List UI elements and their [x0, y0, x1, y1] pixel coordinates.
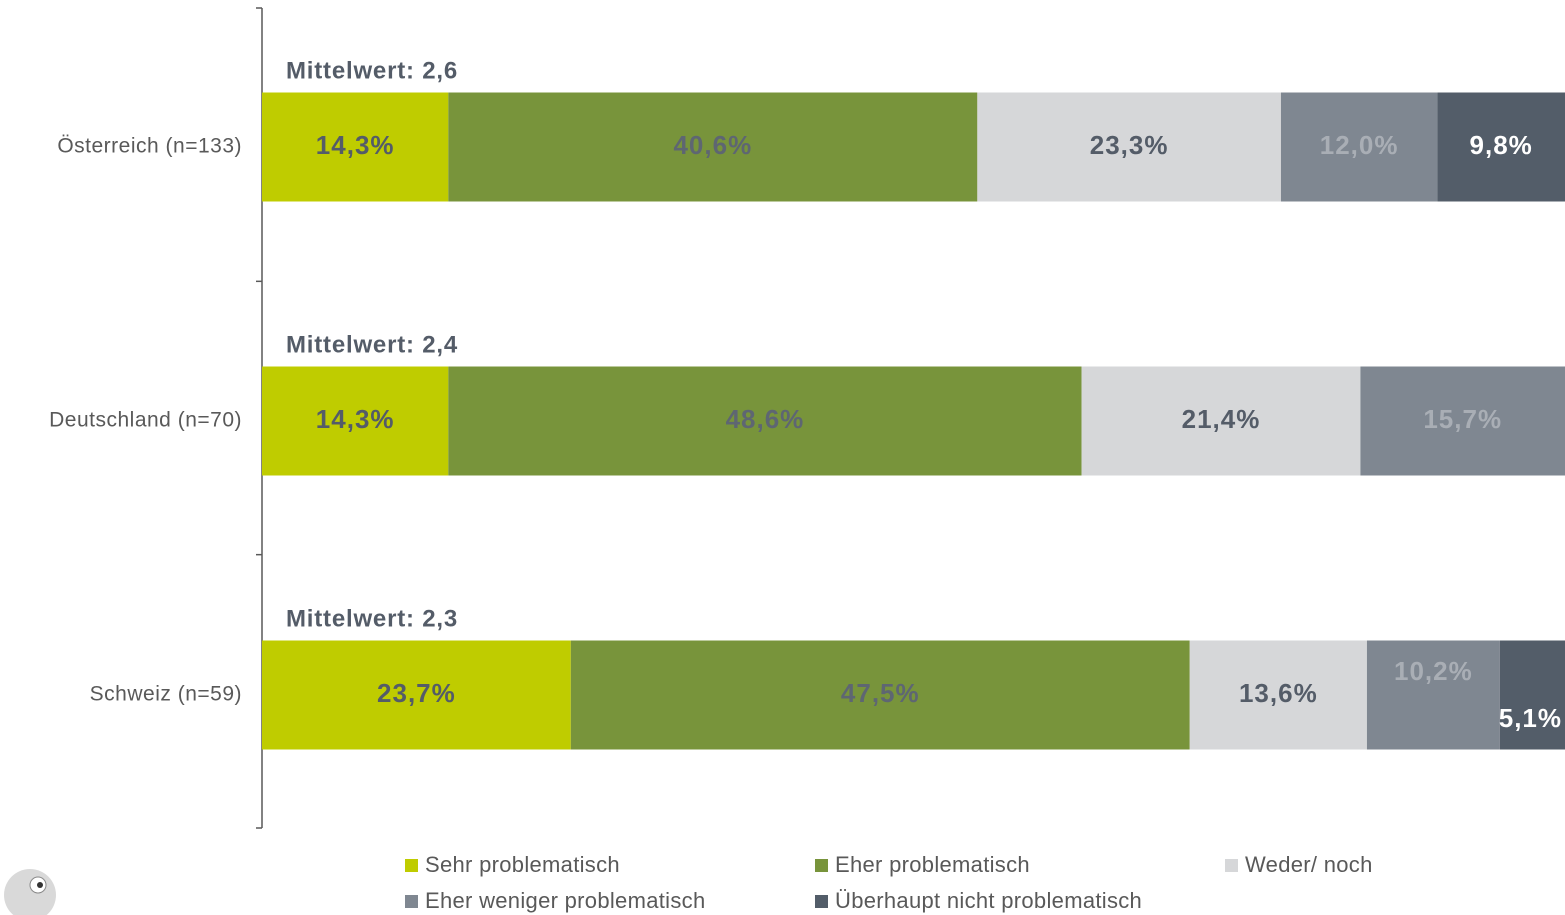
legend-label: Überhaupt nicht problematisch: [835, 888, 1142, 913]
legend-swatch: [815, 895, 828, 908]
legend-swatch: [815, 859, 828, 872]
bar-segment: [1081, 366, 1361, 476]
legend-label: Eher weniger problematisch: [425, 888, 706, 913]
bar-value-label: 15,7%: [1423, 404, 1502, 434]
bar-segment: [448, 366, 1082, 476]
bar-segment: [977, 92, 1281, 202]
bar-value-label: 23,7%: [377, 678, 456, 708]
bar-segment: [1366, 640, 1500, 750]
bar-value-label: 12,0%: [1320, 130, 1399, 160]
bar-segment: [1360, 366, 1565, 476]
bar-segment: [570, 640, 1190, 750]
legend-swatch: [405, 859, 418, 872]
bar-segment: [448, 92, 978, 202]
bar-segment: [262, 640, 571, 750]
bar-value-label: 21,4%: [1182, 404, 1261, 434]
bar-segment: [1499, 640, 1565, 750]
bar-value-label: 14,3%: [316, 404, 395, 434]
bar-value-label: 40,6%: [673, 130, 752, 160]
annotation: Mittelwert: 2,6: [286, 57, 458, 84]
y-tick-label: Deutschland (n=70): [49, 409, 242, 432]
bar-value-label: 9,8%: [1470, 130, 1533, 160]
legend-label: Sehr problematisch: [425, 852, 620, 877]
bar-segment: [1437, 92, 1565, 202]
legend-swatch: [1225, 859, 1238, 872]
legend-label: Eher problematisch: [835, 852, 1030, 877]
bar-value-label: 14,3%: [316, 130, 395, 160]
bar-segment: [262, 366, 449, 476]
legend-swatch: [405, 895, 418, 908]
bar-segment: [1189, 640, 1367, 750]
bar-segment: [262, 92, 449, 202]
y-tick-label: Schweiz (n=59): [90, 683, 242, 706]
mascot-icon: [4, 869, 56, 915]
bar-value-label: 13,6%: [1239, 678, 1318, 708]
bar-value-label: 5,1%: [1499, 703, 1562, 733]
annotation: Mittelwert: 2,4: [286, 331, 458, 358]
bar-value-label: 48,6%: [726, 404, 805, 434]
bar-value-label: 10,2%: [1394, 656, 1473, 686]
annotation: Mittelwert: 2,3: [286, 605, 458, 632]
y-tick-label: Österreich (n=133): [57, 135, 242, 158]
legend-label: Weder/ noch: [1245, 852, 1373, 877]
bar-segment: [1280, 92, 1438, 202]
bar-value-label: 23,3%: [1090, 130, 1169, 160]
bar-value-label: 47,5%: [841, 678, 920, 708]
